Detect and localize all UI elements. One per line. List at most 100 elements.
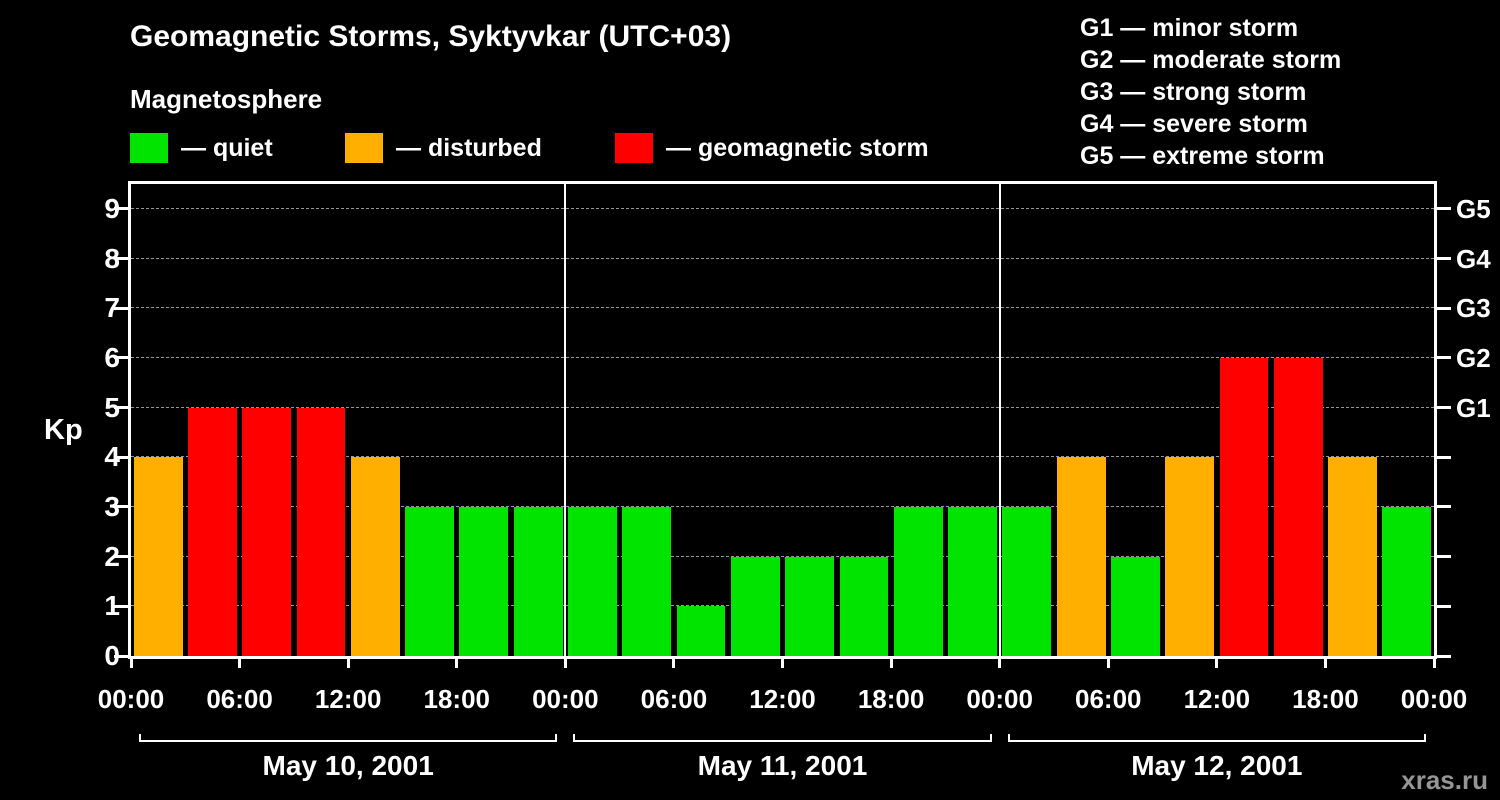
storm-label: — geomagnetic storm bbox=[666, 133, 929, 162]
y-tick-mark bbox=[114, 306, 128, 310]
g-axis-label: G4 bbox=[1456, 243, 1491, 274]
day-groups: May 10, 2001 May 11, 2001 May 12, 2001 bbox=[131, 734, 1434, 796]
kp-bar bbox=[1002, 506, 1052, 656]
y-tick-mark bbox=[114, 257, 128, 261]
x-tick-label: 06:00 bbox=[1075, 684, 1142, 714]
g-scale-item: G1 — minor storm bbox=[1080, 14, 1299, 42]
kp-bar bbox=[1328, 457, 1377, 656]
x-tick-label: 06:00 bbox=[206, 684, 273, 714]
y-axis-ticks-right bbox=[1437, 184, 1451, 658]
kp-bar bbox=[622, 506, 672, 656]
gridline bbox=[131, 356, 1434, 358]
y-axis-labels: 0 1 2 3 4 5 6 7 8 9 bbox=[70, 184, 120, 670]
day-label: May 11, 2001 bbox=[697, 750, 868, 781]
x-axis-ticks bbox=[129, 659, 1436, 669]
kp-bars bbox=[131, 184, 1434, 656]
legend-item-quiet: — quiet bbox=[130, 132, 273, 164]
g-axis-label: G1 bbox=[1456, 392, 1491, 423]
x-tick-label: 12:00 bbox=[749, 684, 816, 714]
y-tick-mark bbox=[114, 455, 128, 459]
kp-bar bbox=[242, 407, 292, 656]
day-group: May 11, 2001 bbox=[565, 734, 999, 782]
x-tick-label: 18:00 bbox=[857, 684, 925, 714]
x-tick-mark bbox=[563, 659, 567, 668]
kp-bar bbox=[350, 457, 400, 656]
y-tick-label: 2 bbox=[104, 540, 120, 572]
kp-bar bbox=[513, 506, 563, 656]
y-tick-label: 6 bbox=[104, 341, 120, 373]
x-tick-mark bbox=[1323, 659, 1327, 668]
gridline bbox=[131, 257, 1434, 259]
x-tick-label: 18:00 bbox=[1292, 684, 1359, 714]
day-label: May 12, 2001 bbox=[1131, 750, 1303, 781]
x-tick-mark bbox=[455, 659, 459, 668]
gridline bbox=[131, 307, 1434, 309]
y-tick-mark bbox=[1437, 207, 1451, 211]
quiet-label: — quiet bbox=[181, 133, 273, 162]
x-tick-label: 00:00 bbox=[1400, 684, 1468, 714]
g-axis-label: G5 bbox=[1456, 193, 1491, 224]
kp-bar bbox=[296, 407, 346, 656]
x-tick-label: 00:00 bbox=[532, 684, 599, 714]
quiet-color-swatch bbox=[130, 133, 168, 163]
kp-bar bbox=[568, 506, 617, 656]
kp-bar bbox=[1273, 357, 1323, 656]
gridline bbox=[131, 456, 1434, 458]
day-group: May 10, 2001 bbox=[131, 734, 565, 782]
x-tick-mark bbox=[672, 659, 676, 668]
g-scale-item: G3 — strong storm bbox=[1080, 78, 1307, 106]
kp-bar bbox=[1110, 556, 1160, 656]
kp-bar bbox=[405, 506, 455, 656]
kp-bar bbox=[1382, 506, 1432, 656]
day-label: May 10, 2001 bbox=[262, 750, 434, 781]
g-scale-item: G4 — severe storm bbox=[1080, 110, 1308, 138]
x-tick-mark bbox=[998, 659, 1002, 668]
gridline bbox=[131, 555, 1434, 557]
g-axis-label: G3 bbox=[1456, 293, 1491, 324]
g-axis-labels: G1 G2 G3 G4 G5 bbox=[1456, 184, 1500, 656]
y-tick-mark bbox=[114, 604, 128, 608]
kp-bar bbox=[785, 556, 835, 656]
kp-bar bbox=[1219, 357, 1269, 656]
y-tick-label: 0 bbox=[104, 640, 120, 671]
y-tick-mark bbox=[114, 555, 128, 559]
y-tick-mark bbox=[1437, 356, 1451, 360]
g-scale-legend: G1 — minor storm G2 — moderate storm G3 — … bbox=[1080, 12, 1341, 172]
g-scale-item: G5 — extreme storm bbox=[1080, 142, 1325, 170]
day-group: May 12, 2001 bbox=[1000, 734, 1434, 782]
y-tick-mark bbox=[1437, 306, 1451, 310]
x-tick-mark bbox=[1106, 659, 1110, 668]
gridline bbox=[131, 406, 1434, 408]
kp-bar bbox=[188, 407, 237, 656]
gridlines bbox=[131, 184, 1434, 656]
x-tick-label: 12:00 bbox=[1183, 684, 1251, 714]
kp-bar bbox=[459, 506, 509, 656]
kp-bar bbox=[839, 556, 889, 656]
y-tick-mark bbox=[1437, 406, 1451, 410]
legend-item-storm: — geomagnetic storm bbox=[615, 132, 929, 164]
gridline bbox=[131, 505, 1434, 507]
gridline bbox=[131, 207, 1434, 209]
chart-title: Geomagnetic Storms, Syktyvkar (UTC+03) bbox=[130, 20, 732, 53]
x-tick-label: 00:00 bbox=[966, 684, 1033, 714]
y-tick-mark bbox=[1437, 654, 1451, 658]
x-axis-labels: 00:00 06:00 12:00 18:00 00:00 06:00 12:00 18:00… bbox=[98, 684, 1468, 714]
day-separator bbox=[998, 184, 1001, 656]
y-tick-label: 4 bbox=[104, 441, 120, 473]
y-axis-ticks-left bbox=[114, 184, 128, 658]
y-tick-mark bbox=[1437, 505, 1451, 509]
day-separators bbox=[131, 184, 1434, 656]
kp-bar bbox=[133, 457, 183, 656]
y-tick-label: 9 bbox=[104, 192, 120, 224]
x-tick-label: 18:00 bbox=[423, 684, 491, 714]
y-tick-mark bbox=[1437, 455, 1451, 459]
kp-bar bbox=[1165, 457, 1215, 656]
y-tick-mark bbox=[114, 207, 128, 211]
g-scale-item: G2 — moderate storm bbox=[1080, 46, 1342, 74]
plot-area bbox=[128, 181, 1437, 659]
x-tick-mark bbox=[238, 659, 242, 668]
y-tick-mark bbox=[114, 505, 128, 509]
kp-bar bbox=[676, 606, 726, 656]
y-tick-label: 3 bbox=[104, 490, 120, 522]
disturbed-color-swatch bbox=[345, 133, 383, 163]
